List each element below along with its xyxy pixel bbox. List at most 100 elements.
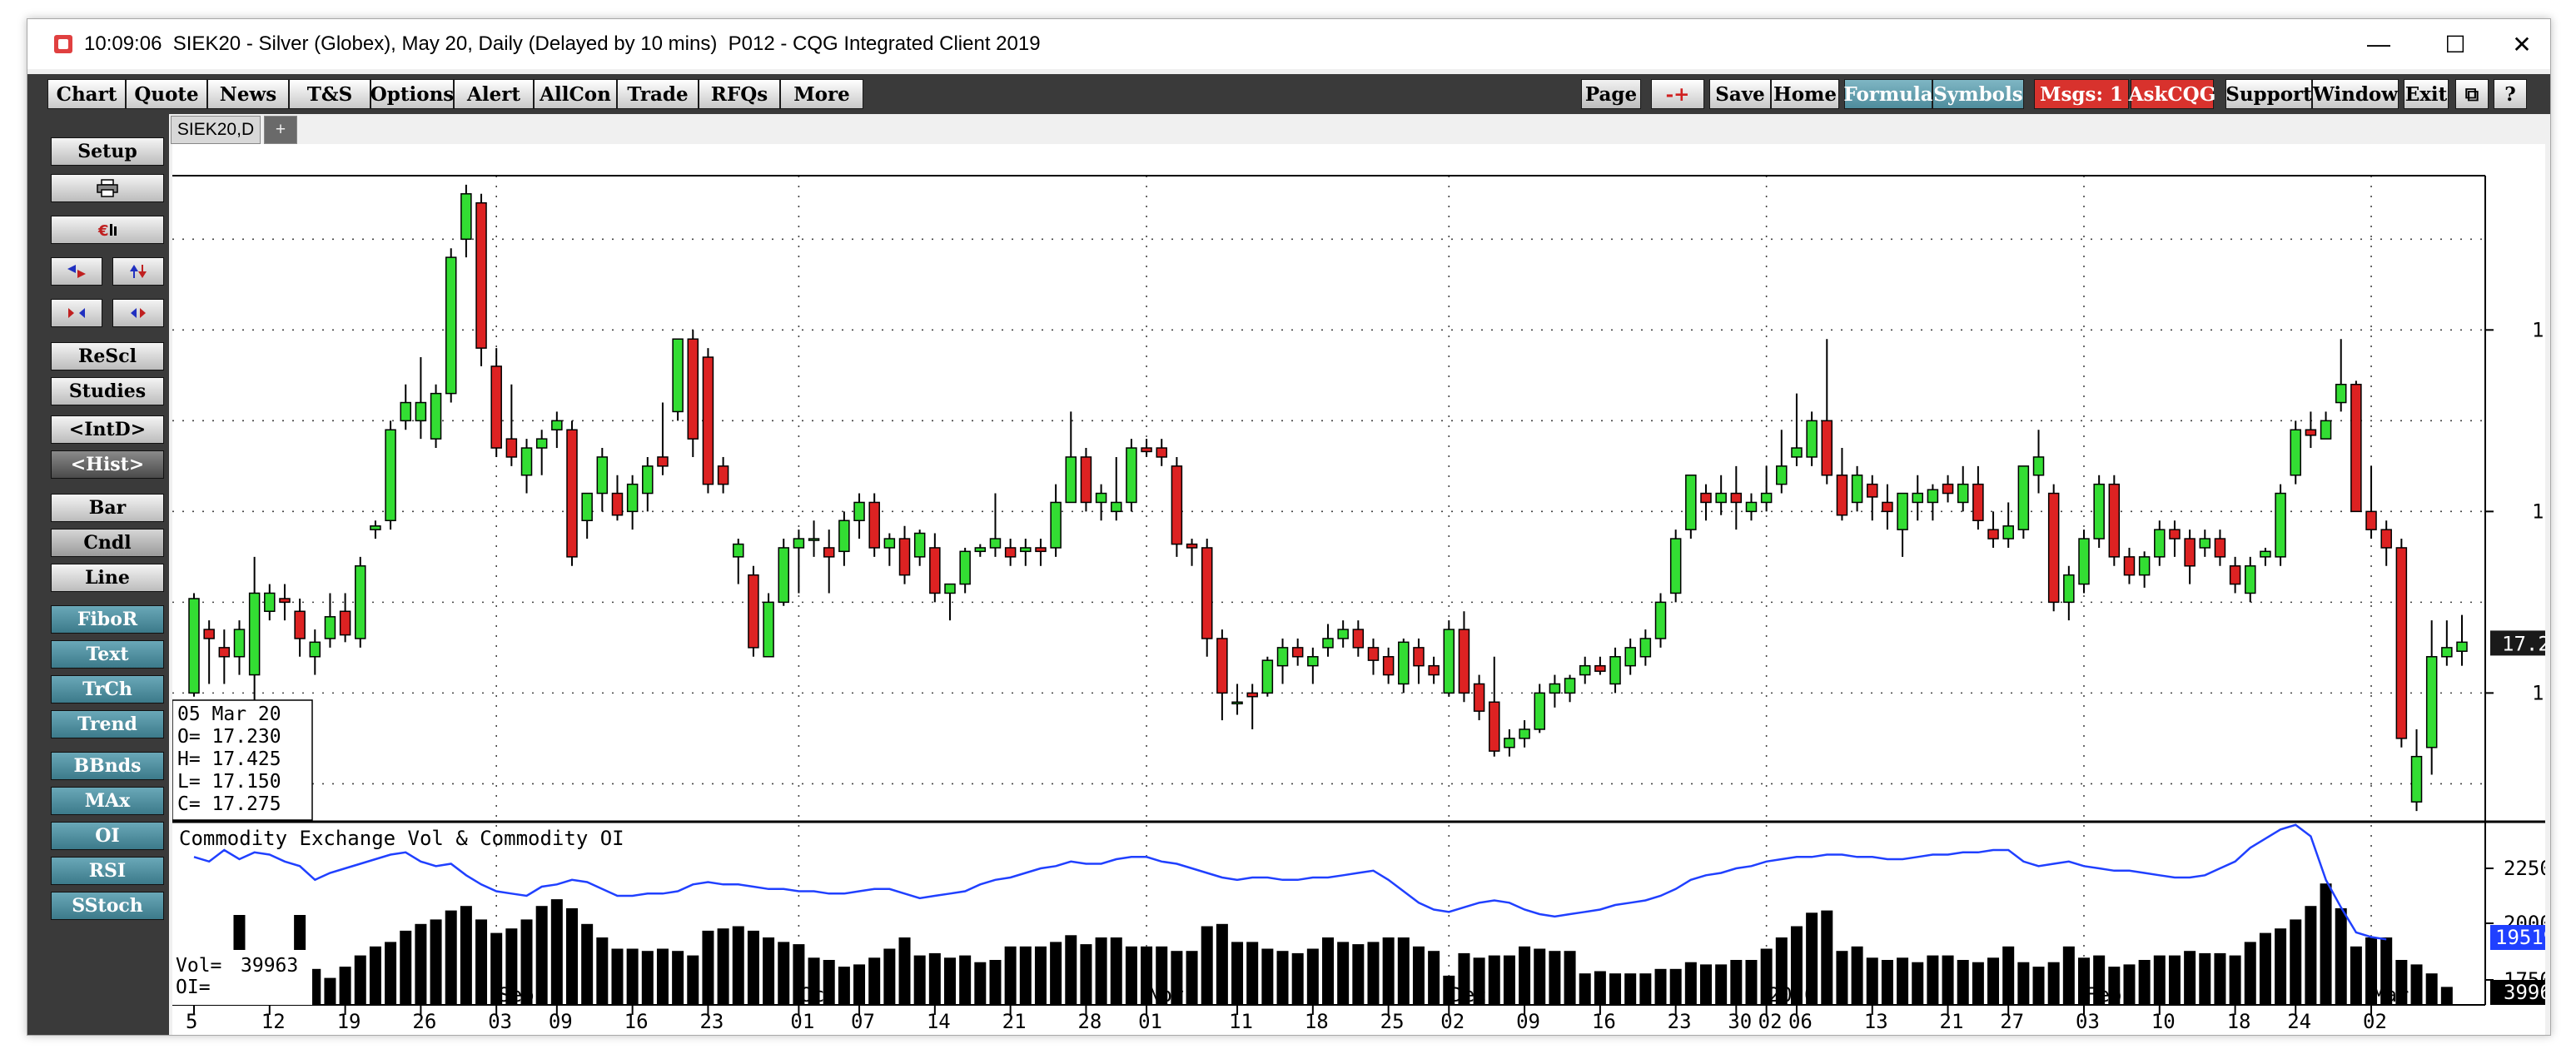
messages-button[interactable]: Msgs: 1: [2034, 79, 2129, 109]
fibor-study-button[interactable]: FiboR: [51, 605, 164, 634]
candle-body: [1669, 538, 1682, 594]
chart-button[interactable]: Chart: [47, 79, 126, 109]
volume-bar: [2184, 951, 2196, 1005]
candle-body: [2047, 492, 2060, 604]
volume-bar: [1594, 971, 1606, 1005]
trend-tool-button[interactable]: Trend: [51, 710, 164, 738]
alert-button[interactable]: Alert: [454, 79, 534, 109]
scroll-left-button[interactable]: [51, 257, 102, 286]
candle-body: [339, 610, 351, 636]
cqg-app-icon: [54, 35, 72, 53]
trade-button[interactable]: Trade: [617, 79, 699, 109]
trch-tool-button[interactable]: TrCh: [51, 675, 164, 704]
volume-bar: [1669, 968, 1682, 1005]
help-button[interactable]: ?: [2494, 79, 2527, 109]
candle-body: [566, 429, 578, 558]
oi-readout-label: OI=: [176, 977, 211, 998]
historical-button[interactable]: <Hist>: [51, 450, 164, 479]
volume-bar: [2350, 946, 2362, 1005]
volume-bar: [1549, 951, 1561, 1005]
vol-last-label: 39963: [2504, 981, 2545, 1004]
sstoch-study-button[interactable]: SStoch: [51, 892, 164, 920]
volume-bar: [1473, 957, 1485, 1005]
studies-button[interactable]: Studies: [51, 377, 164, 405]
scroll-vertical-button[interactable]: [112, 257, 164, 286]
text-tool-button[interactable]: Text: [51, 640, 164, 669]
candle-body: [2335, 383, 2347, 404]
candle-body: [385, 429, 396, 522]
volume-bar: [2395, 960, 2408, 1005]
time-tick-label: 18: [2227, 1010, 2251, 1033]
time-tick-label: 21: [1940, 1010, 1964, 1033]
volume-bar: [2168, 955, 2181, 1005]
window-button[interactable]: Window: [2312, 79, 2399, 109]
page-button[interactable]: Page: [1581, 79, 1641, 109]
more-button[interactable]: More: [780, 79, 863, 109]
candlestick-button[interactable]: Cndl: [51, 529, 164, 557]
minimize-button[interactable]: —: [2367, 31, 2390, 57]
volume-bar: [1034, 946, 1047, 1005]
quote-button[interactable]: Quote: [126, 79, 207, 109]
print-button[interactable]: [51, 174, 164, 202]
volume-bar: [1775, 937, 1788, 1005]
askcqg-button[interactable]: AskCQG: [2129, 79, 2215, 109]
candle-body: [1367, 647, 1380, 661]
rfqs-button[interactable]: RFQs: [699, 79, 780, 109]
rescale-button[interactable]: ReScl: [51, 342, 164, 370]
maximize-button[interactable]: ☐: [2444, 31, 2466, 57]
formula-button[interactable]: Formula: [1843, 79, 1933, 109]
candle-body: [1216, 638, 1228, 694]
candle-body: [1020, 547, 1032, 553]
volume-bar: [702, 930, 714, 1005]
volume-bar: [1760, 948, 1773, 1005]
add-tab-button[interactable]: +: [264, 116, 297, 144]
close-button[interactable]: ✕: [2512, 31, 2532, 57]
volume-bar: [566, 907, 578, 1005]
time-tick-label: 30: [1728, 1010, 1752, 1033]
max-study-button[interactable]: MAx: [51, 787, 164, 815]
symbols-button[interactable]: Symbols: [1932, 79, 2024, 109]
candle-body: [1156, 447, 1167, 458]
cqg-e-button[interactable]: €: [51, 216, 164, 244]
oi-last-label: 195198: [2495, 926, 2545, 949]
candle-body: [1836, 474, 1848, 516]
volume-bar: [596, 937, 609, 1005]
candle-body: [2290, 429, 2301, 476]
svg-text:€: €: [97, 222, 109, 238]
tab-siek20[interactable]: SIEK20,D: [171, 116, 261, 144]
candle-body: [1534, 692, 1545, 730]
bar-chart-button[interactable]: Bar: [51, 494, 164, 522]
time-tick-label: 16: [624, 1010, 649, 1033]
restore-icon[interactable]: ⧉: [2455, 79, 2489, 109]
volume-bar: [2062, 946, 2075, 1005]
setup-button[interactable]: Setup: [51, 137, 164, 166]
candle-body: [1246, 692, 1258, 698]
volume-bar: [385, 942, 397, 1005]
zoom-out-button[interactable]: [112, 299, 164, 327]
home-button[interactable]: Home: [1771, 79, 1839, 109]
line-chart-button[interactable]: Line: [51, 564, 164, 592]
intraday-button[interactable]: <IntD>: [51, 415, 164, 444]
price-chart-svg[interactable]: 19.000 18.000 17.000 17.275 05 Mar 20O= 17.2…: [172, 144, 2576, 1035]
candle-body: [1095, 492, 1107, 504]
candle-body: [233, 629, 246, 658]
news-button[interactable]: News: [207, 79, 289, 109]
candle-body: [1398, 641, 1410, 685]
candle-body: [2275, 492, 2286, 558]
ts-button[interactable]: T&S: [289, 79, 370, 109]
volume-bar: [1201, 926, 1213, 1005]
options-button[interactable]: Options: [370, 79, 454, 109]
rsi-study-button[interactable]: RSI: [51, 857, 164, 885]
volume-bar: [763, 937, 775, 1005]
zoom-in-button[interactable]: [51, 299, 102, 327]
bbnds-study-button[interactable]: BBnds: [51, 752, 164, 780]
oi-study-button[interactable]: OI: [51, 822, 164, 850]
link-button[interactable]: -+: [1651, 79, 1704, 109]
chart-area[interactable]: 19.000 18.000 17.000 17.275 05 Mar 20O= 17.2…: [172, 144, 2576, 1035]
save-button[interactable]: Save: [1709, 79, 1771, 109]
volume-bar: [687, 955, 699, 1005]
support-button[interactable]: Support: [2225, 79, 2312, 109]
allcon-button[interactable]: AllCon: [534, 79, 617, 109]
volume-bar: [2108, 967, 2121, 1005]
exit-button[interactable]: Exit: [2404, 79, 2449, 109]
